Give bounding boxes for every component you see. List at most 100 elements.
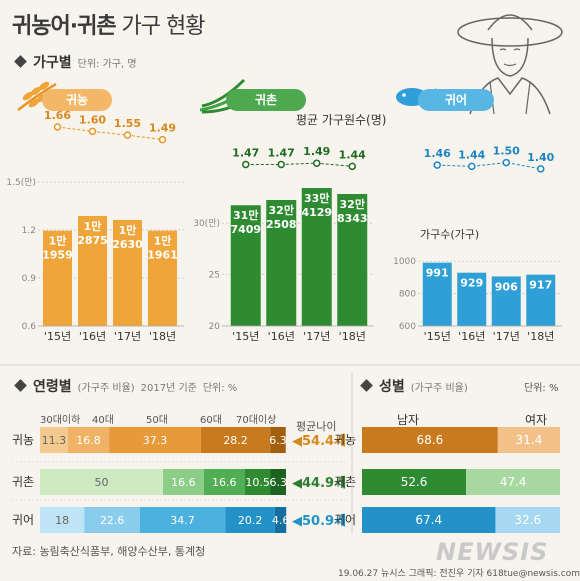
segment-value-label: 11.3 (42, 434, 67, 447)
avg-members-label: 1.66 (44, 109, 71, 122)
bar-value-label: 1959 (42, 249, 73, 262)
bar-value-label: 7409 (230, 223, 261, 236)
stacked-segment (40, 507, 85, 533)
bar-value-label: 2875 (77, 234, 108, 247)
bar (148, 230, 177, 326)
x-tick-label: '15년 (232, 330, 259, 343)
tag-fishing: 귀어 (418, 89, 494, 111)
y-tick-label: 25 (209, 271, 220, 281)
avg-members-point (537, 165, 545, 173)
row-label: 귀어 (334, 513, 356, 527)
stacked-segment (362, 427, 498, 453)
segment-value-label: 16.6 (171, 476, 196, 489)
y-tick-label: 600 (399, 322, 416, 332)
bar-value-label: 1만 (154, 234, 172, 248)
stacked-segment (244, 469, 271, 495)
bar-value-label: 2630 (112, 238, 143, 251)
avg-members-label: 1.49 (149, 122, 176, 135)
gender-unit: 단위: % (524, 383, 559, 394)
page-title: 귀농어·귀촌 가구 현황 (12, 14, 206, 39)
y-tick-label: 1000 (393, 257, 416, 267)
stacked-segment (274, 507, 287, 533)
stacked-segment (163, 469, 204, 495)
gender-section-title: 성별 (가구주 비율) (360, 376, 468, 396)
segment-value-label: 18 (55, 514, 69, 527)
age-group-label: 50대 (146, 415, 168, 426)
avg-age-value: ◀54.4세 (292, 434, 346, 449)
bar (491, 276, 521, 326)
age-group-label: 70대이상 (236, 415, 277, 426)
avg-members-point (277, 160, 285, 169)
avg-members-point (348, 162, 356, 171)
x-tick-label: '16년 (268, 330, 295, 343)
y-tick-label: 0.9 (22, 274, 37, 284)
bar-value-label: 8343 (337, 212, 368, 225)
row-label: 귀촌 (12, 475, 34, 489)
stacked-segment (84, 507, 140, 533)
x-tick-label: '17년 (493, 330, 520, 343)
stacked-segment (497, 427, 560, 453)
avg-members-point (88, 127, 97, 136)
avg-members-line (57, 126, 163, 141)
stacked-segment (362, 507, 496, 533)
bar-value-label: 32만 (340, 197, 365, 211)
age-group-label: 60대 (200, 415, 222, 426)
x-tick-label: '16년 (458, 330, 485, 343)
bar (301, 188, 332, 326)
bar-value-label: 1961 (147, 249, 178, 262)
bar-value-label: 2508 (266, 218, 297, 231)
avg-members-point (433, 161, 441, 169)
segment-value-label: 31.4 (516, 433, 543, 447)
bar-value-label: 991 (426, 267, 449, 280)
stacked-segment (270, 427, 286, 453)
y-tick-label: 30(만) (193, 218, 220, 229)
avg-members-point (158, 135, 167, 144)
credit-note: 19.06.27 뉴시스 그래픽: 전진우 기자 618tue@newsis.c… (338, 569, 580, 579)
avg-members-line (437, 162, 541, 170)
avg-members-point (123, 131, 132, 139)
diamond-bullet-icon (14, 379, 27, 392)
bar (78, 216, 107, 326)
segment-value-label: 28.2 (223, 434, 248, 447)
segment-value-label: 4.6 (272, 514, 290, 527)
x-tick-label: '15년 (424, 330, 451, 343)
segment-value-label: 34.7 (170, 514, 195, 527)
households-section-title: 가구별 단위: 가구, 명 (14, 52, 137, 72)
x-tick-label: '18년 (149, 330, 176, 343)
avg-members-line (245, 162, 353, 167)
stacked-segment (109, 427, 201, 453)
gender-male-label: 남자 (397, 413, 420, 427)
stacked-segment (139, 507, 226, 533)
y-tick-label: 1.5(만) (6, 177, 36, 188)
segment-value-label: 47.4 (500, 475, 527, 489)
y-tick-label: 800 (399, 290, 416, 300)
tag-rural: 귀촌 (226, 89, 306, 111)
segment-value-label: 6.3 (270, 476, 288, 489)
bar-value-label: 1만 (119, 223, 137, 237)
stacked-segment (270, 469, 286, 495)
y-tick-label: 1.2 (22, 226, 36, 236)
x-tick-label: '17년 (114, 330, 141, 343)
bar (43, 230, 72, 326)
age-section-title: 연령별 (가구주 비율) 2017년 기준 단위: % (14, 376, 237, 396)
row-label: 귀농 (334, 433, 356, 447)
diamond-bullet-icon (360, 379, 373, 392)
stacked-segment (67, 427, 110, 453)
x-tick-label: '18년 (339, 330, 366, 343)
avg-members-label: 1.47 (232, 146, 259, 159)
x-tick-label: '17년 (303, 330, 330, 343)
stacked-segment (362, 469, 467, 495)
segment-value-label: 16.8 (76, 434, 101, 447)
bar (422, 262, 452, 326)
avg-members-label: 1.49 (303, 145, 330, 158)
bar-value-label: 33만 (304, 191, 329, 205)
stacked-segment (40, 469, 163, 495)
avg-members-label: 1.44 (458, 148, 485, 161)
avg-members-label: 평균 가구원수(명) (296, 113, 387, 127)
avg-members-label: 1.60 (79, 113, 106, 126)
avg-members-label: 1.44 (339, 148, 366, 161)
avg-age-value: ◀44.9세 (292, 476, 346, 491)
segment-value-label: 52.6 (401, 475, 428, 489)
bar (113, 219, 142, 326)
